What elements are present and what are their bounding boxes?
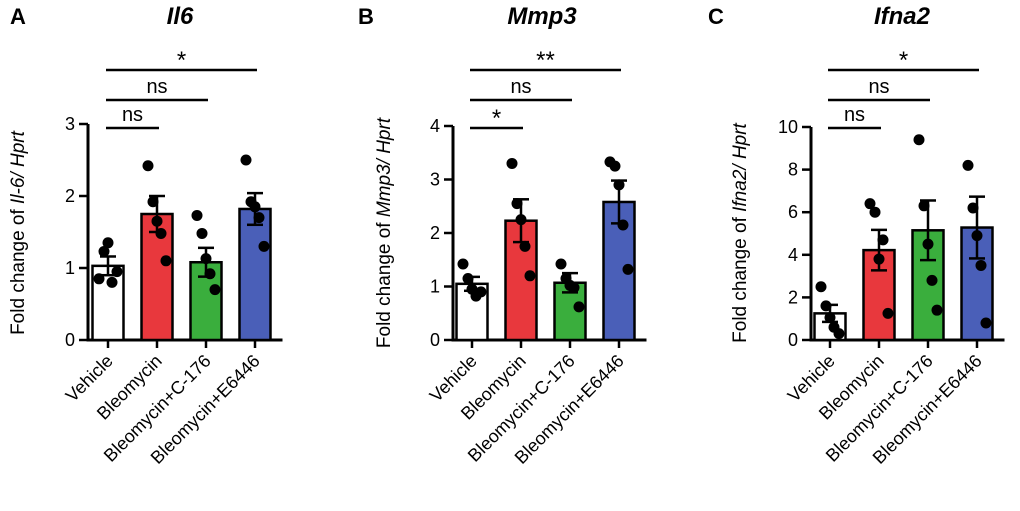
panel-b: B Mmp3 Fold change of Mmp3/ Hprt 01234Ve… [358, 3, 647, 468]
data-point [555, 258, 567, 270]
data-point [253, 212, 265, 224]
data-point [506, 157, 518, 169]
data-point [922, 238, 934, 250]
data-point [200, 253, 212, 265]
data-point [102, 237, 114, 249]
panel-c: C Ifna2 Fold change of Ifna2/ Hprt 0 2 4 6 8… [708, 3, 1005, 468]
data-point [98, 245, 110, 257]
y-tick-label: 2 [65, 186, 75, 206]
data-point [209, 284, 221, 296]
data-point [147, 196, 159, 208]
data-point [967, 202, 979, 214]
y-tick-label: 0 [65, 330, 75, 350]
data-point [918, 200, 930, 212]
y-tick-label: 0 [430, 330, 440, 350]
y-tick-label: 4 [430, 116, 440, 136]
data-point [191, 209, 203, 221]
y-tick-label: 10 [778, 117, 798, 137]
y-tick-label: 3 [65, 114, 75, 134]
significance-label: ** [536, 47, 555, 74]
y-axis-label-gene: Mmp3/ Hprt [374, 117, 395, 217]
chart-title: Ifna2 [874, 3, 931, 30]
y-axis-label: Fold change of Il-6/ Hprt [8, 130, 29, 335]
data-point [515, 214, 527, 226]
panel-letter: B [358, 4, 374, 29]
data-point [155, 227, 167, 239]
y-tick-label: 2 [788, 287, 798, 307]
data-point [931, 304, 943, 316]
significance-label: ns [510, 76, 531, 98]
panel-a: A Il6 Fold change of Il-6/ Hprt 0123Vehi… [8, 3, 283, 468]
data-point [196, 227, 208, 239]
data-point [980, 317, 992, 329]
y-axis-label: Fold change of Ifna2/ Hprt [730, 122, 751, 342]
significance-label: ns [146, 76, 167, 98]
data-point [864, 198, 876, 210]
data-point [882, 307, 894, 319]
data-point [511, 198, 523, 210]
data-point [457, 258, 469, 270]
data-point [106, 276, 118, 288]
significance-label: * [177, 47, 186, 74]
data-point [93, 273, 105, 285]
panel-letter: C [708, 4, 724, 29]
y-tick-label: 8 [788, 160, 798, 180]
data-point [833, 328, 845, 340]
panel-letter: A [10, 4, 26, 29]
data-point [151, 215, 163, 227]
y-tick-label: 6 [788, 202, 798, 222]
data-point [258, 240, 270, 252]
y-axis-label-prefix: Fold change of [8, 204, 29, 335]
significance-label: * [492, 105, 501, 132]
data-point [873, 253, 885, 265]
y-tick-label: 1 [65, 258, 75, 278]
y-tick-label: 0 [788, 330, 798, 350]
y-axis-label-prefix: Fold change of [730, 212, 751, 343]
data-point [111, 266, 123, 278]
data-point [613, 179, 625, 191]
data-point [519, 240, 531, 252]
data-point [877, 234, 889, 246]
significance-label: ns [868, 76, 889, 98]
data-point [975, 259, 987, 271]
chart-title: Il6 [167, 3, 194, 30]
data-point [617, 219, 629, 231]
data-point [971, 230, 983, 242]
data-point [815, 281, 827, 293]
bar [238, 207, 272, 342]
y-tick-label: 3 [430, 170, 440, 190]
data-point [462, 272, 474, 284]
data-point [475, 286, 487, 298]
data-point [160, 255, 172, 267]
data-point [869, 206, 881, 218]
significance-label: ns [122, 104, 143, 126]
y-tick-label: 1 [430, 277, 440, 297]
y-axis-label: Fold change of Mmp3/ Hprt [374, 117, 395, 348]
significance-label: * [899, 47, 908, 74]
data-point [249, 201, 261, 213]
significance-label: ns [844, 104, 865, 126]
data-point [142, 160, 154, 172]
data-point [962, 159, 974, 171]
y-axis-label-gene: Ifna2/ Hprt [730, 122, 751, 211]
data-point [524, 270, 536, 282]
data-point [622, 263, 634, 275]
y-tick-label: 2 [430, 223, 440, 243]
data-point [204, 268, 216, 280]
data-point [820, 300, 832, 312]
data-point [913, 134, 925, 146]
chart-title: Mmp3 [507, 3, 577, 30]
y-axis-label-gene: Il-6/ Hprt [8, 130, 29, 204]
data-point [609, 160, 621, 172]
y-axis-label-prefix: Fold change of [374, 217, 395, 348]
y-tick-label: 4 [788, 245, 798, 265]
data-point [573, 301, 585, 313]
data-point [824, 312, 836, 324]
data-point [926, 274, 938, 286]
data-point [568, 282, 580, 294]
data-point [240, 154, 252, 166]
